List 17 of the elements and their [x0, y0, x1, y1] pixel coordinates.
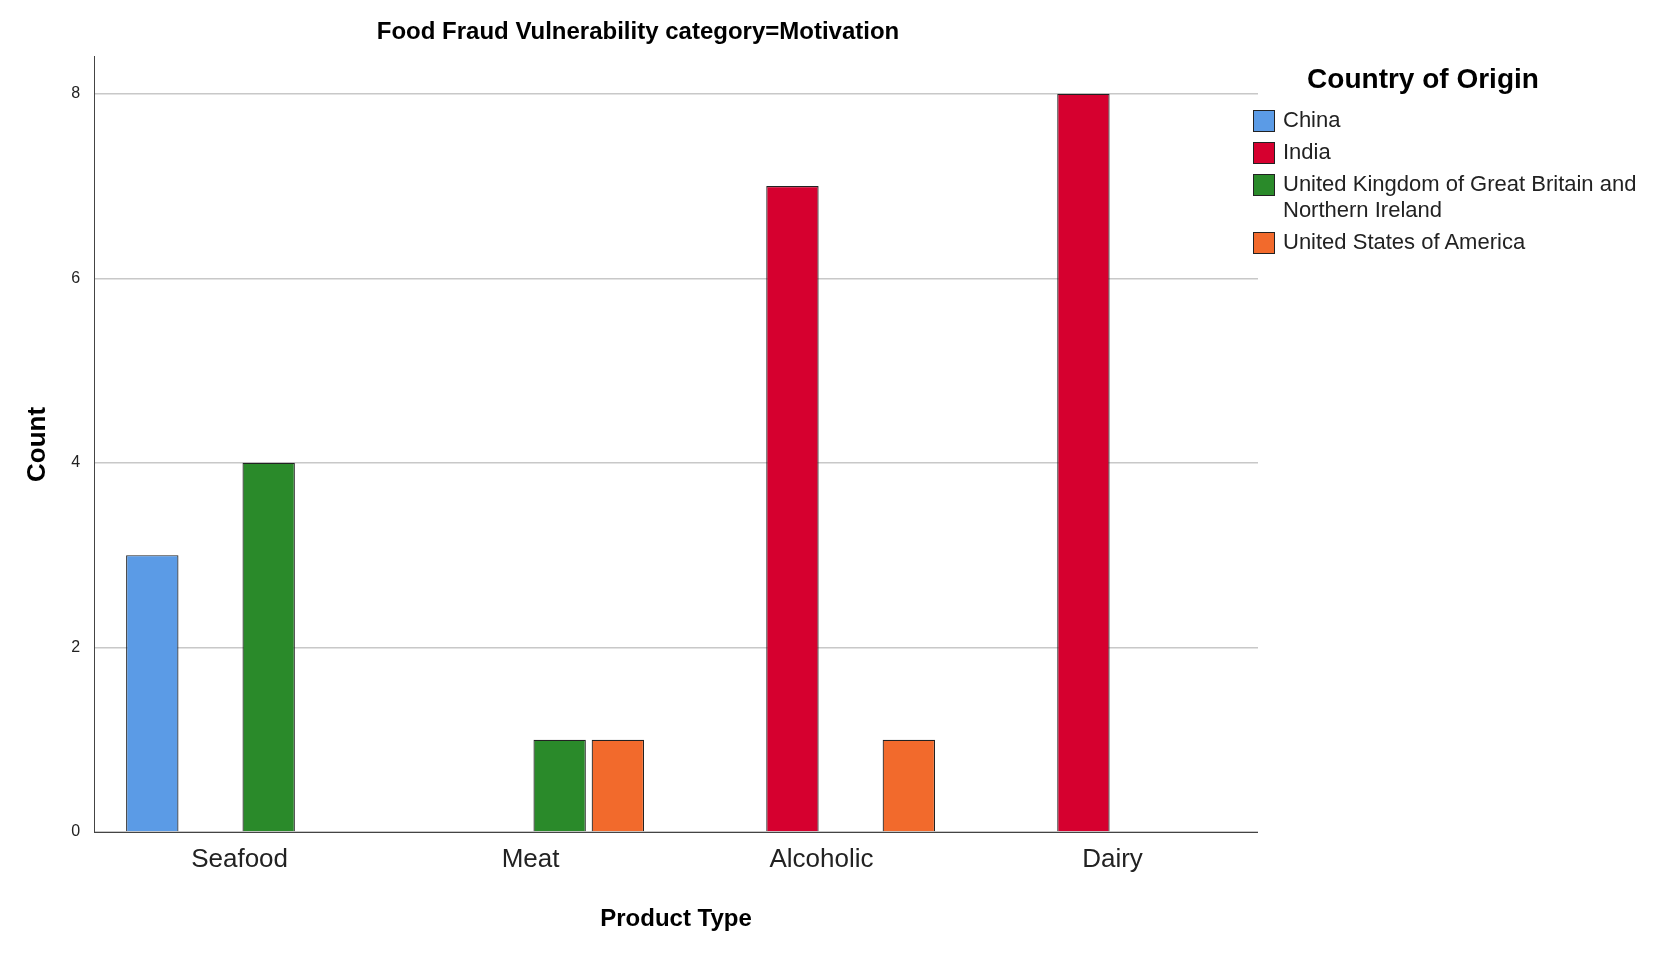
- legend-label: United Kingdom of Great Britain and Northern Ireland: [1283, 171, 1638, 223]
- chart-title: Food Fraud Vulnerability category=Motivation: [376, 17, 900, 45]
- y-axis-title: Count: [20, 406, 51, 482]
- y-tick-label: 2: [71, 637, 81, 655]
- legend-label: China: [1283, 107, 1342, 133]
- y-tick-label: 4: [71, 453, 81, 471]
- x-axis-title: Product Type: [600, 904, 752, 932]
- legend-title: Country of Origin: [1306, 63, 1540, 95]
- legend-label: India: [1283, 139, 1332, 165]
- x-tick-label: Dairy: [1082, 842, 1143, 873]
- y-tick-label: 6: [71, 268, 81, 286]
- x-tick-label: Seafood: [191, 842, 289, 873]
- legend-label: United States of America: [1283, 229, 1527, 255]
- x-tick-label: Alcoholic: [769, 842, 874, 873]
- y-tick-label: 8: [71, 84, 81, 102]
- x-tick-label: Meat: [501, 842, 561, 873]
- y-tick-label: 0: [71, 822, 81, 840]
